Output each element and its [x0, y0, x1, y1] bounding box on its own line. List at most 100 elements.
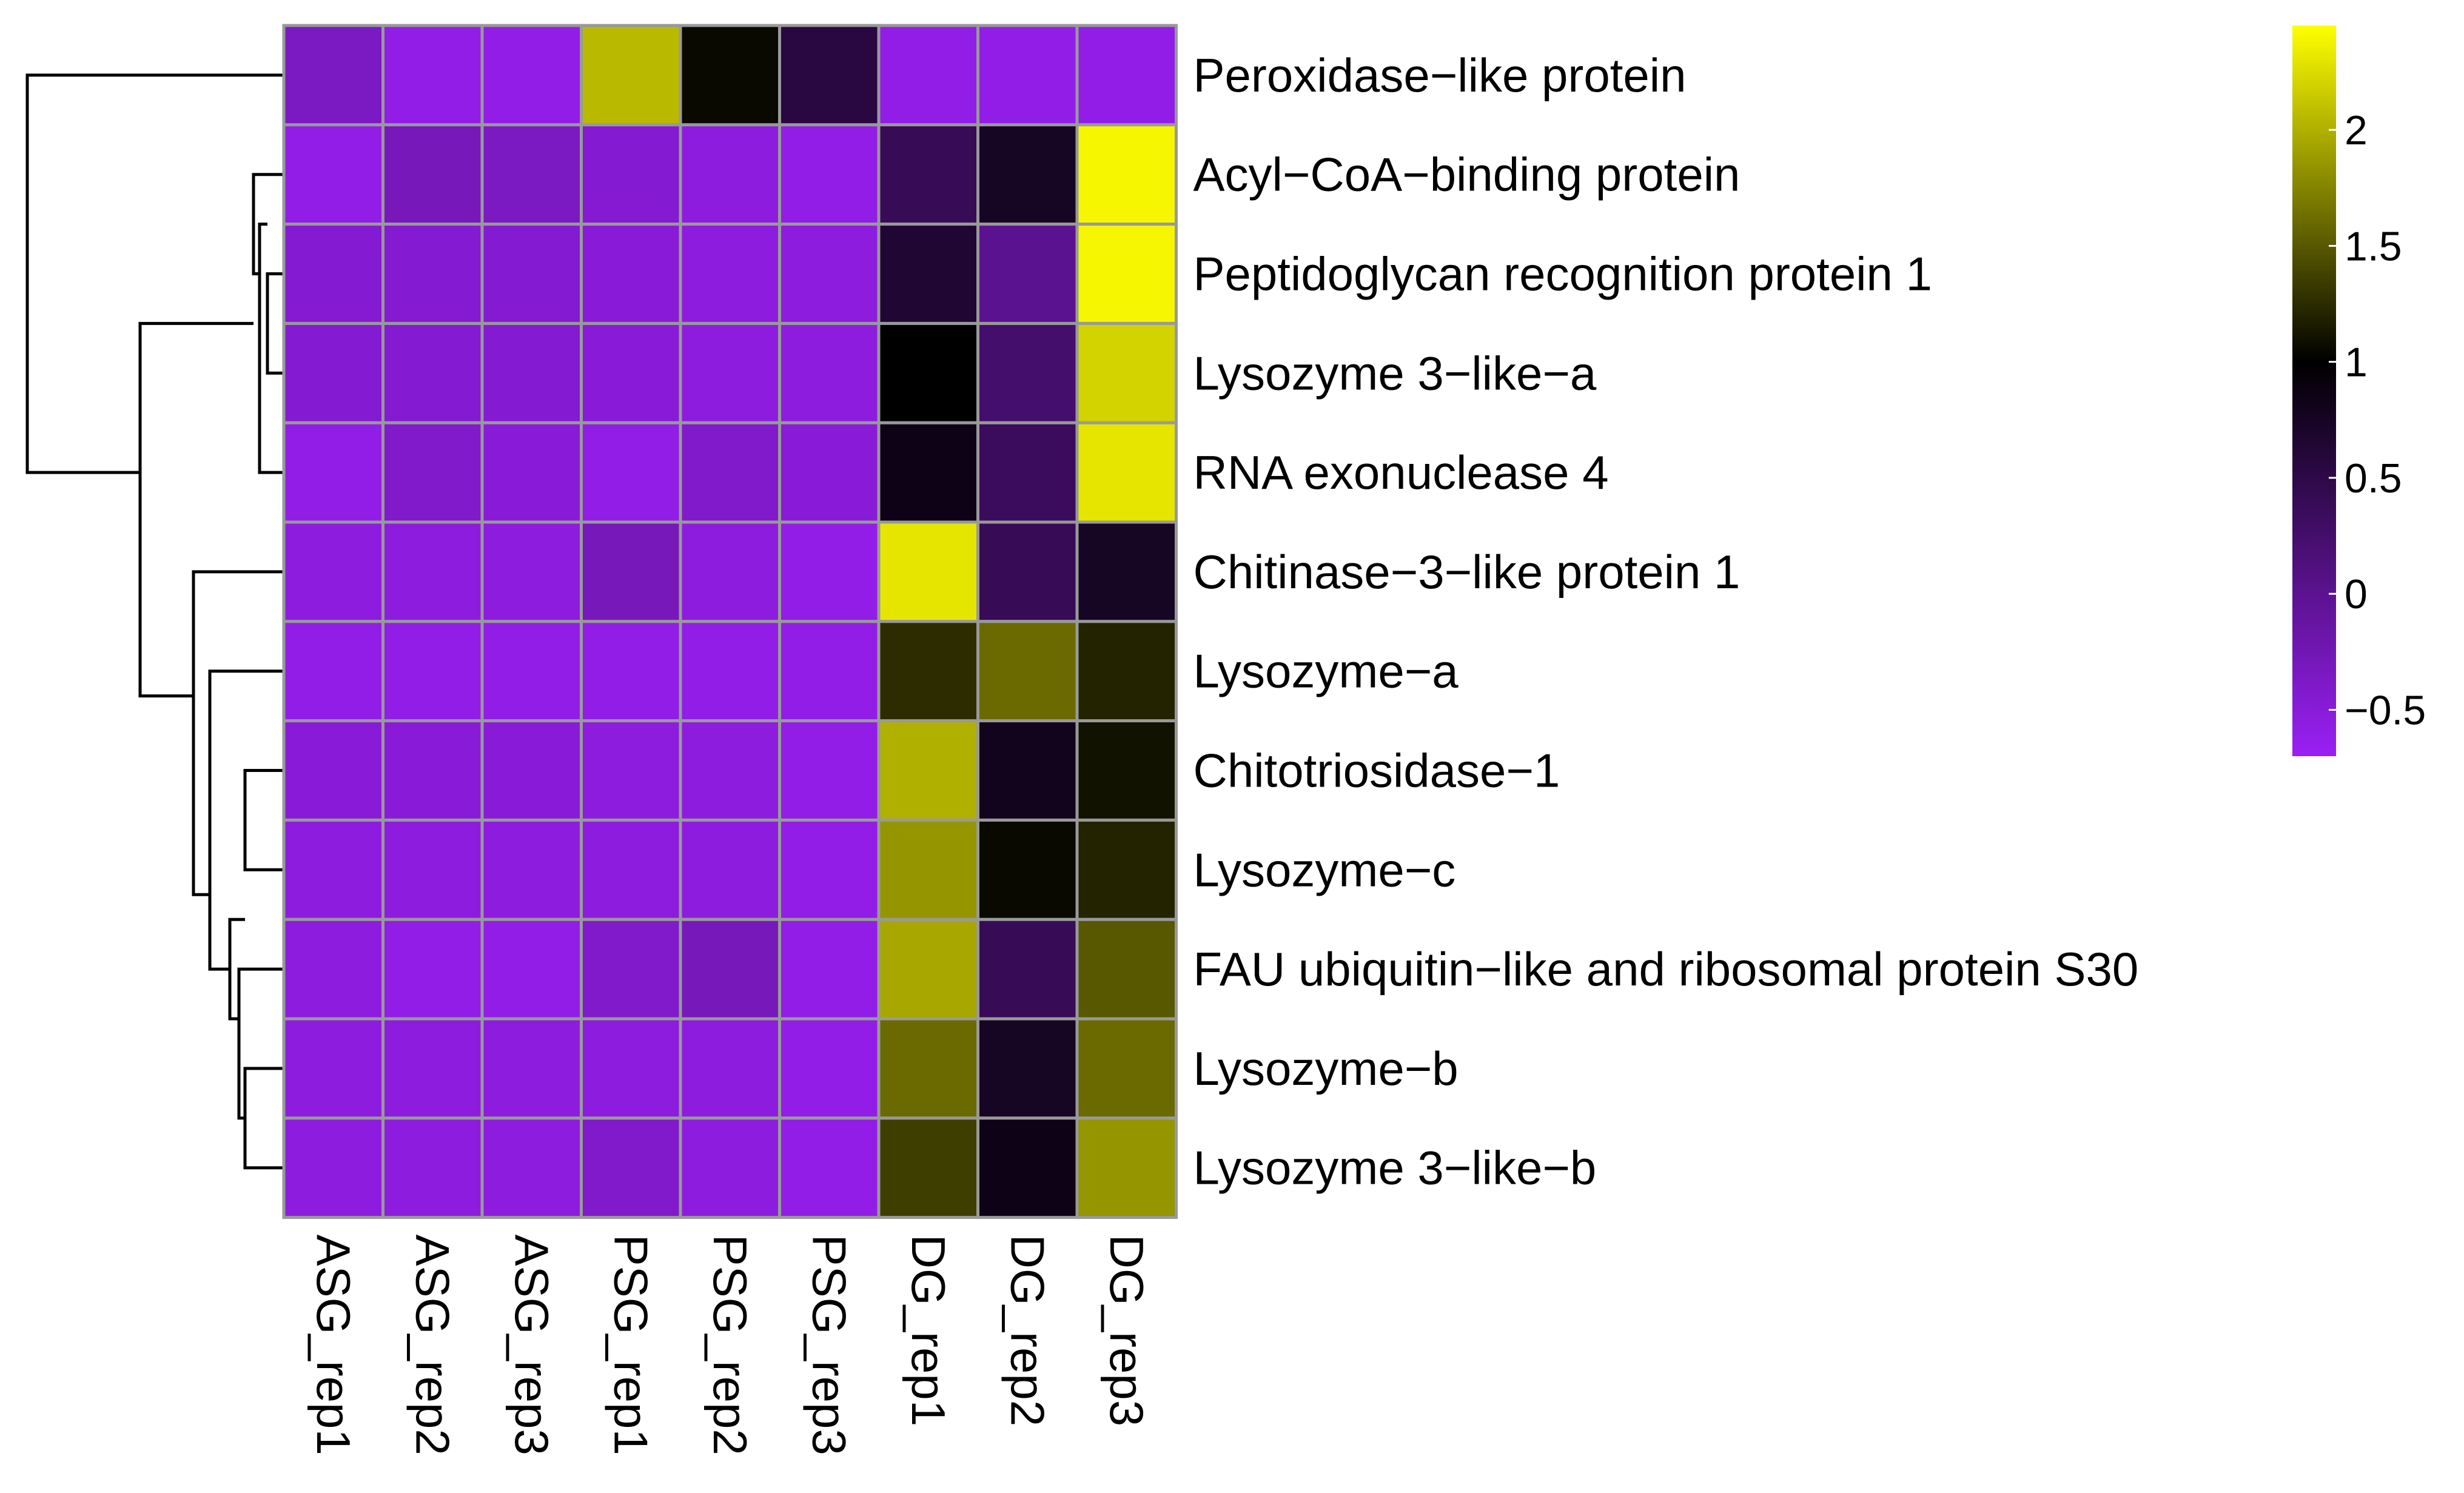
heatmap-cell [1075, 719, 1178, 822]
dendrogram-branch [192, 570, 284, 896]
heatmap-cell [381, 719, 484, 822]
heatmap-cell [381, 421, 484, 524]
legend-tick-label: 1 [2345, 340, 2368, 386]
legend-tick-label: 0.5 [2345, 455, 2402, 502]
heatmap-cell [679, 520, 781, 623]
heatmap-cell [282, 818, 384, 921]
row-label: Lysozyme−a [1193, 645, 1459, 698]
heatmap-cell [976, 918, 1079, 1021]
heatmap-cell [976, 24, 1079, 127]
dendrogram-branch [25, 73, 284, 474]
heatmap-cell [1075, 1017, 1178, 1120]
legend-ticks: 2 1.5 1 0.5 0 −0.5 [2329, 107, 2426, 733]
dendrogram-branch [138, 321, 253, 698]
heatmap-cell [480, 223, 583, 325]
heatmap-cell [282, 719, 384, 822]
heatmap-cell [282, 620, 384, 723]
heatmap-cell [580, 223, 682, 325]
heatmap-cell [679, 321, 781, 424]
heatmap-cell [282, 24, 384, 127]
heatmap-cell [1075, 223, 1178, 325]
column-label: DG_rep1 [902, 1235, 955, 1427]
row-label: Lysozyme 3−like−a [1193, 346, 1597, 400]
column-label: PSG_rep3 [802, 1235, 856, 1455]
heatmap-cell [976, 818, 1079, 921]
heatmap-cell [480, 620, 583, 723]
heatmap-cell [778, 123, 881, 226]
heatmap-cell [480, 321, 583, 424]
heatmap-cell [679, 1017, 781, 1120]
heatmap-cell [877, 223, 979, 325]
legend-tick-label: 0 [2345, 571, 2368, 617]
dendrogram-branch [258, 223, 284, 474]
heatmap-cell [976, 321, 1079, 424]
heatmap-cell [480, 1017, 583, 1120]
heatmap-cells [282, 24, 1178, 1220]
heatmap-cell [580, 321, 682, 424]
heatmap-cell [679, 918, 781, 1021]
color-legend: 2 1.5 1 0.5 0 −0.5 [2292, 25, 2426, 756]
heatmap-cell [877, 918, 979, 1021]
heatmap-cell [282, 421, 384, 524]
heatmap-cell [282, 321, 384, 424]
column-label: DG_rep3 [1100, 1235, 1153, 1427]
row-label: Acyl−CoA−binding protein [1193, 148, 1741, 201]
heatmap-cell [580, 1116, 682, 1220]
heatmap-cell [1075, 421, 1178, 524]
heatmap-cell [778, 1116, 881, 1220]
heatmap-cell [778, 421, 881, 524]
heatmap-cell [381, 918, 484, 1021]
row-dendrogram [25, 73, 284, 1170]
row-label: Lysozyme−b [1193, 1042, 1459, 1095]
heatmap-cell [282, 918, 384, 1021]
row-label: Chitinase−3−like protein 1 [1193, 545, 1741, 599]
column-label: ASG_rep3 [505, 1235, 559, 1455]
heatmap-cell [1075, 123, 1178, 226]
dendrogram-branch [266, 272, 284, 375]
heatmap-cell [679, 818, 781, 921]
heatmap-cell [778, 1017, 881, 1120]
legend-color-bar [2292, 25, 2336, 756]
heatmap-cell [480, 1116, 583, 1220]
heatmap-cell [381, 818, 484, 921]
column-label: ASG_rep1 [307, 1235, 360, 1455]
heatmap-cell [976, 123, 1079, 226]
heatmap-cell [679, 223, 781, 325]
heatmap-cell [1075, 1116, 1178, 1220]
row-label: FAU ubiquitin−like and ribosomal protein… [1193, 942, 2139, 996]
heatmap-cell [381, 620, 484, 723]
column-label: PSG_rep1 [604, 1235, 657, 1455]
heatmap-cell [778, 719, 881, 822]
heatmap-cell [877, 123, 979, 226]
heatmap-cell [877, 321, 979, 424]
heatmap-cell [480, 918, 583, 1021]
heatmap-cell [877, 24, 979, 127]
column-labels: ASG_rep1 ASG_rep2 ASG_rep3 PSG_rep1 PSG_rep2… [307, 1235, 1153, 1455]
heatmap-cell [976, 1017, 1079, 1120]
heatmap-cell [580, 123, 682, 226]
heatmap-cell [877, 719, 979, 822]
heatmap-cell [381, 321, 484, 424]
heatmap-cell [877, 818, 979, 921]
heatmap-cell [1075, 818, 1178, 921]
heatmap-cell [778, 818, 881, 921]
heatmap-cell [778, 918, 881, 1021]
dendrogram-branch [243, 1067, 284, 1170]
heatmap-cell [480, 719, 583, 822]
heatmap-cell [778, 620, 881, 723]
heatmap-cell [580, 818, 682, 921]
column-label: ASG_rep2 [406, 1235, 459, 1455]
row-label: Chitotriosidase−1 [1193, 744, 1560, 797]
heatmap-cell [1075, 918, 1178, 1021]
heatmap-cell [679, 719, 781, 822]
heatmap-cell [877, 1116, 979, 1220]
row-label: Peroxidase−like protein [1193, 49, 1687, 102]
heatmap-cell [679, 123, 781, 226]
row-label: Lysozyme−c [1193, 843, 1456, 896]
heatmap-cell [778, 321, 881, 424]
heatmap-cell [877, 620, 979, 723]
heatmap-cell [877, 1017, 979, 1120]
heatmap-cell [580, 520, 682, 623]
heatmap-cell [778, 223, 881, 325]
